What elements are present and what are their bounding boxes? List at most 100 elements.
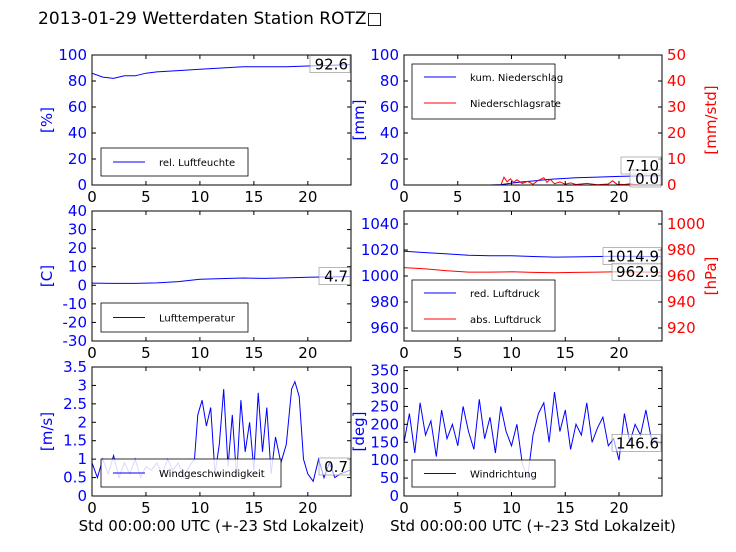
y-tick-label: 0	[77, 487, 87, 505]
x-axis-label: Std 00:00:00 UTC (+-23 Std Lokalzeit)	[390, 517, 676, 535]
value-annotation: 1014.9	[607, 248, 660, 266]
y-tick-label: 1040	[361, 215, 399, 233]
y-axis-label-right: [hPa]	[702, 257, 720, 296]
y-tick-label: 0.5	[63, 469, 87, 487]
panel-wind_direction	[403, 366, 663, 497]
y-tick-label: 350	[370, 362, 399, 380]
series-line-precipitation-0	[404, 175, 661, 185]
y-tick-label-right: 1000	[667, 215, 705, 233]
legend-label: abs. Luftdruck	[470, 315, 541, 326]
y-tick-label-right: 980	[667, 241, 696, 259]
x-tick-label: 5	[453, 344, 463, 362]
value-annotation-box	[318, 267, 351, 285]
legend-box	[411, 63, 556, 120]
y-tick-label-right: 40	[667, 72, 686, 90]
x-tick-label: 10	[502, 188, 521, 206]
x-tick-label: 10	[190, 188, 209, 206]
y-axis-label: [deg]	[350, 412, 368, 452]
y-tick-label: 1000	[361, 267, 399, 285]
y-axis-label: [m/s]	[38, 412, 56, 451]
y-tick-label: 40	[380, 124, 399, 142]
y-tick-label: 100	[58, 46, 87, 64]
y-tick-label: 2	[77, 413, 87, 431]
legend-label: rel. Luftfeuchte	[159, 158, 235, 169]
y-axis-label: [%]	[38, 107, 56, 133]
y-tick-label: 0	[77, 276, 87, 294]
y-tick-label: -30	[63, 332, 88, 350]
x-tick-label: 20	[609, 499, 628, 517]
panel-pressure	[403, 210, 663, 342]
y-tick-label: -10	[63, 295, 88, 313]
value-annotation: 962.9	[616, 263, 659, 281]
y-tick-label: 0	[389, 176, 399, 194]
y-tick-label: 100	[370, 46, 399, 64]
x-tick-label: 5	[141, 188, 151, 206]
y-tick-label: 60	[380, 98, 399, 116]
plot-frame	[91, 366, 352, 497]
panel-temperature	[91, 210, 352, 342]
x-tick-label: 0	[87, 188, 97, 206]
x-tick-label: 0	[87, 499, 97, 517]
x-tick-label: 20	[298, 499, 317, 517]
x-tick-label: 15	[556, 188, 575, 206]
legend-label: red. Luftdruck	[470, 289, 540, 300]
y-tick-label: 20	[380, 150, 399, 168]
y-tick-label: 30	[68, 221, 87, 239]
y-tick-label: 980	[370, 293, 399, 311]
y-tick-label: 20	[68, 150, 87, 168]
y-tick-label: 20	[68, 239, 87, 257]
plot-frame	[403, 366, 663, 497]
y-tick-label: 250	[370, 397, 399, 415]
value-annotation-box	[611, 262, 662, 281]
series-line-humidity-0	[92, 64, 350, 79]
x-tick-label: 5	[453, 499, 463, 517]
value-annotation-box	[611, 434, 662, 452]
y-tick-label: 50	[380, 469, 399, 487]
x-tick-label: 20	[609, 188, 628, 206]
value-annotation-box	[318, 457, 351, 476]
y-tick-label: 100	[370, 451, 399, 469]
x-tick-label: 5	[453, 188, 463, 206]
x-axis-label: Std 00:00:00 UTC (+-23 Std Lokalzeit)	[79, 517, 365, 535]
y-tick-label-right: 20	[667, 124, 686, 142]
x-tick-label: 20	[298, 344, 317, 362]
y-axis-label-right: [mm/std]	[702, 85, 720, 154]
y-tick-label: 300	[370, 380, 399, 398]
y-tick-label-right: 30	[667, 98, 686, 116]
value-annotation-box	[309, 55, 351, 73]
legend-label: kum. Niederschlag	[470, 73, 563, 84]
value-annotation: 146.6	[616, 434, 659, 452]
plot-frame	[91, 54, 352, 186]
value-annotation: 0.0	[635, 170, 659, 188]
x-tick-label: 0	[399, 344, 409, 362]
y-axis-label: [mm]	[350, 100, 368, 141]
y-tick-label-right: 50	[667, 46, 686, 64]
x-tick-label: 0	[399, 499, 409, 517]
legend-box	[411, 279, 556, 332]
y-tick-label: 3	[77, 376, 87, 394]
page-title: 2013-01-29 Wetterdaten Station ROTZ□	[38, 9, 383, 29]
x-tick-label: 0	[87, 344, 97, 362]
value-annotation: 7.10	[626, 157, 659, 175]
y-tick-label: 80	[380, 72, 399, 90]
panel-humidity	[91, 54, 352, 186]
x-tick-label: 15	[244, 344, 263, 362]
value-annotation: 92.6	[315, 56, 348, 74]
y-tick-label: 0	[389, 487, 399, 505]
legend-label: Windrichtung	[470, 470, 537, 481]
plot-frame	[91, 210, 352, 342]
value-annotation-box	[629, 169, 662, 188]
x-tick-label: 5	[141, 344, 151, 362]
y-tick-label: 150	[370, 433, 399, 451]
x-tick-label: 5	[141, 499, 151, 517]
y-tick-label: 80	[68, 72, 87, 90]
y-tick-label: 1020	[361, 241, 399, 259]
series-line-temperature-0	[92, 276, 350, 284]
panel-wind_speed	[91, 366, 352, 497]
legend-label: Niederschlagsrate	[470, 99, 561, 110]
x-tick-label: 0	[399, 188, 409, 206]
y-tick-label-right: 0	[667, 176, 677, 194]
y-tick-label: 40	[68, 202, 87, 220]
y-tick-label: 40	[68, 124, 87, 142]
x-tick-label: 10	[190, 344, 209, 362]
